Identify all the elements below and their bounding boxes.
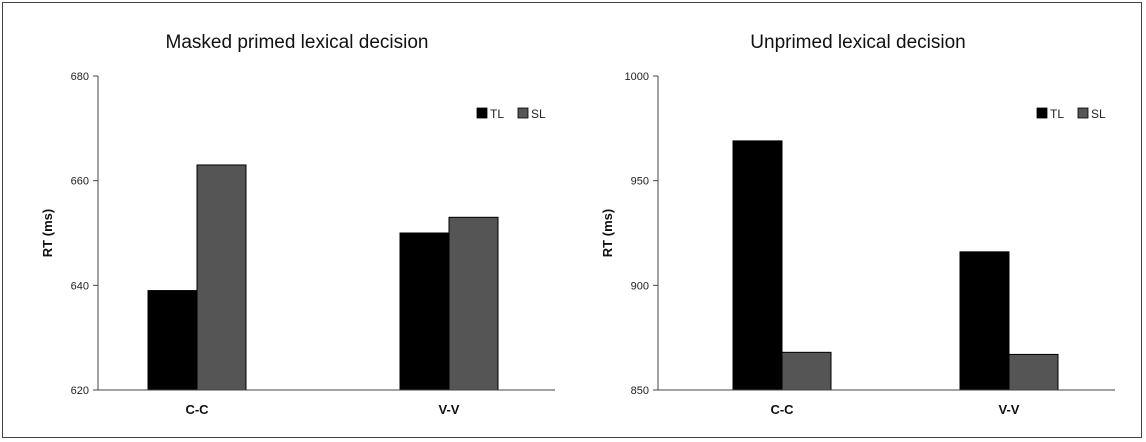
legend-swatch-tl — [476, 107, 488, 119]
legend-label-tl: TL — [490, 107, 504, 121]
x-tick-label: V-V — [439, 402, 460, 417]
y-tick-label: 620 — [71, 385, 89, 397]
bar-tl-v-v — [959, 251, 1010, 391]
y-tick-label: 850 — [631, 385, 649, 397]
y-axis-label: RT (ms) — [40, 209, 55, 257]
bar-sl-v-v — [1008, 353, 1059, 391]
bar-tl-c-c — [147, 290, 198, 391]
bar-sl-v-v — [448, 216, 499, 391]
y-axis-label: RT (ms) — [600, 209, 615, 257]
bar-tl-c-c — [732, 140, 783, 391]
legend-label-sl: SL — [531, 107, 546, 121]
legend-swatch-sl — [1077, 107, 1089, 119]
y-tick-label: 660 — [71, 176, 89, 188]
y-tick-label: 900 — [631, 280, 649, 292]
x-tick-label: C-C — [185, 402, 209, 417]
bar-sl-c-c — [781, 351, 832, 391]
legend-swatch-sl — [517, 107, 529, 119]
bar-sl-c-c — [196, 164, 247, 391]
bar-tl-v-v — [399, 232, 450, 391]
x-tick-label: C-C — [770, 402, 794, 417]
y-tick-label: 640 — [71, 280, 89, 292]
chart-title: Masked primed lexical decision — [166, 32, 429, 53]
y-tick-label: 1000 — [625, 71, 649, 83]
legend-label-tl: TL — [1050, 107, 1064, 121]
chart-title: Unprimed lexical decision — [750, 32, 965, 53]
y-tick-label: 950 — [631, 176, 649, 188]
legend-label-sl: SL — [1091, 107, 1106, 121]
x-tick-label: V-V — [999, 402, 1020, 417]
legend-swatch-tl — [1036, 107, 1048, 119]
y-tick-label: 680 — [71, 71, 89, 83]
